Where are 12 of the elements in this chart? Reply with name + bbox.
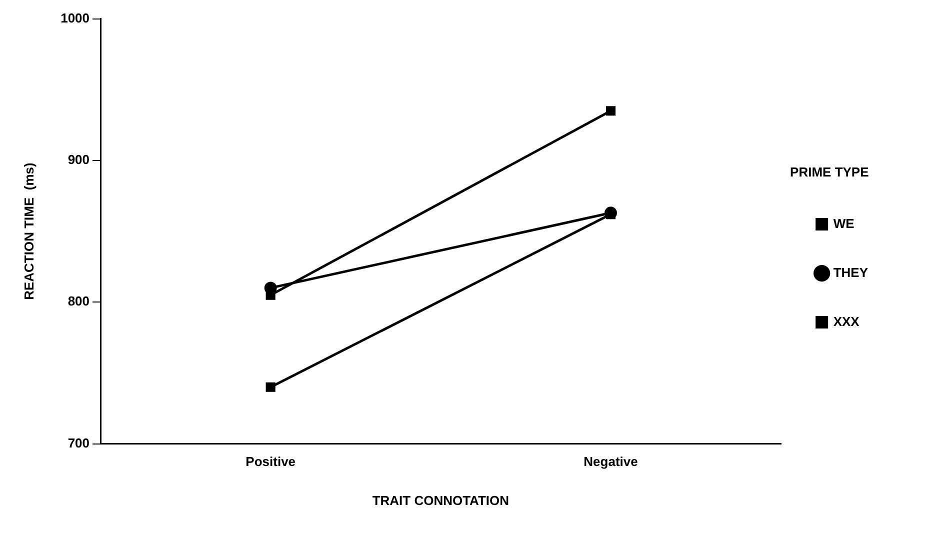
x-axis-title: TRAIT CONNOTATION <box>372 492 510 508</box>
y-axis-title: REACTION TIME (ms) <box>21 162 36 300</box>
y-tick-label: 900 <box>68 152 90 168</box>
y-tick-label: 700 <box>68 435 90 450</box>
y-tick-label: 800 <box>68 294 90 309</box>
legend-label: WE <box>833 216 855 231</box>
legend-label: THEY <box>833 264 868 280</box>
x-tick-label: Negative <box>584 454 638 470</box>
legend-label: XXX <box>833 314 860 329</box>
x-tick-label: Positive <box>246 454 296 470</box>
y-tick-label: 1000 <box>60 10 90 26</box>
legend-title: PRIME TYPE <box>790 164 870 180</box>
